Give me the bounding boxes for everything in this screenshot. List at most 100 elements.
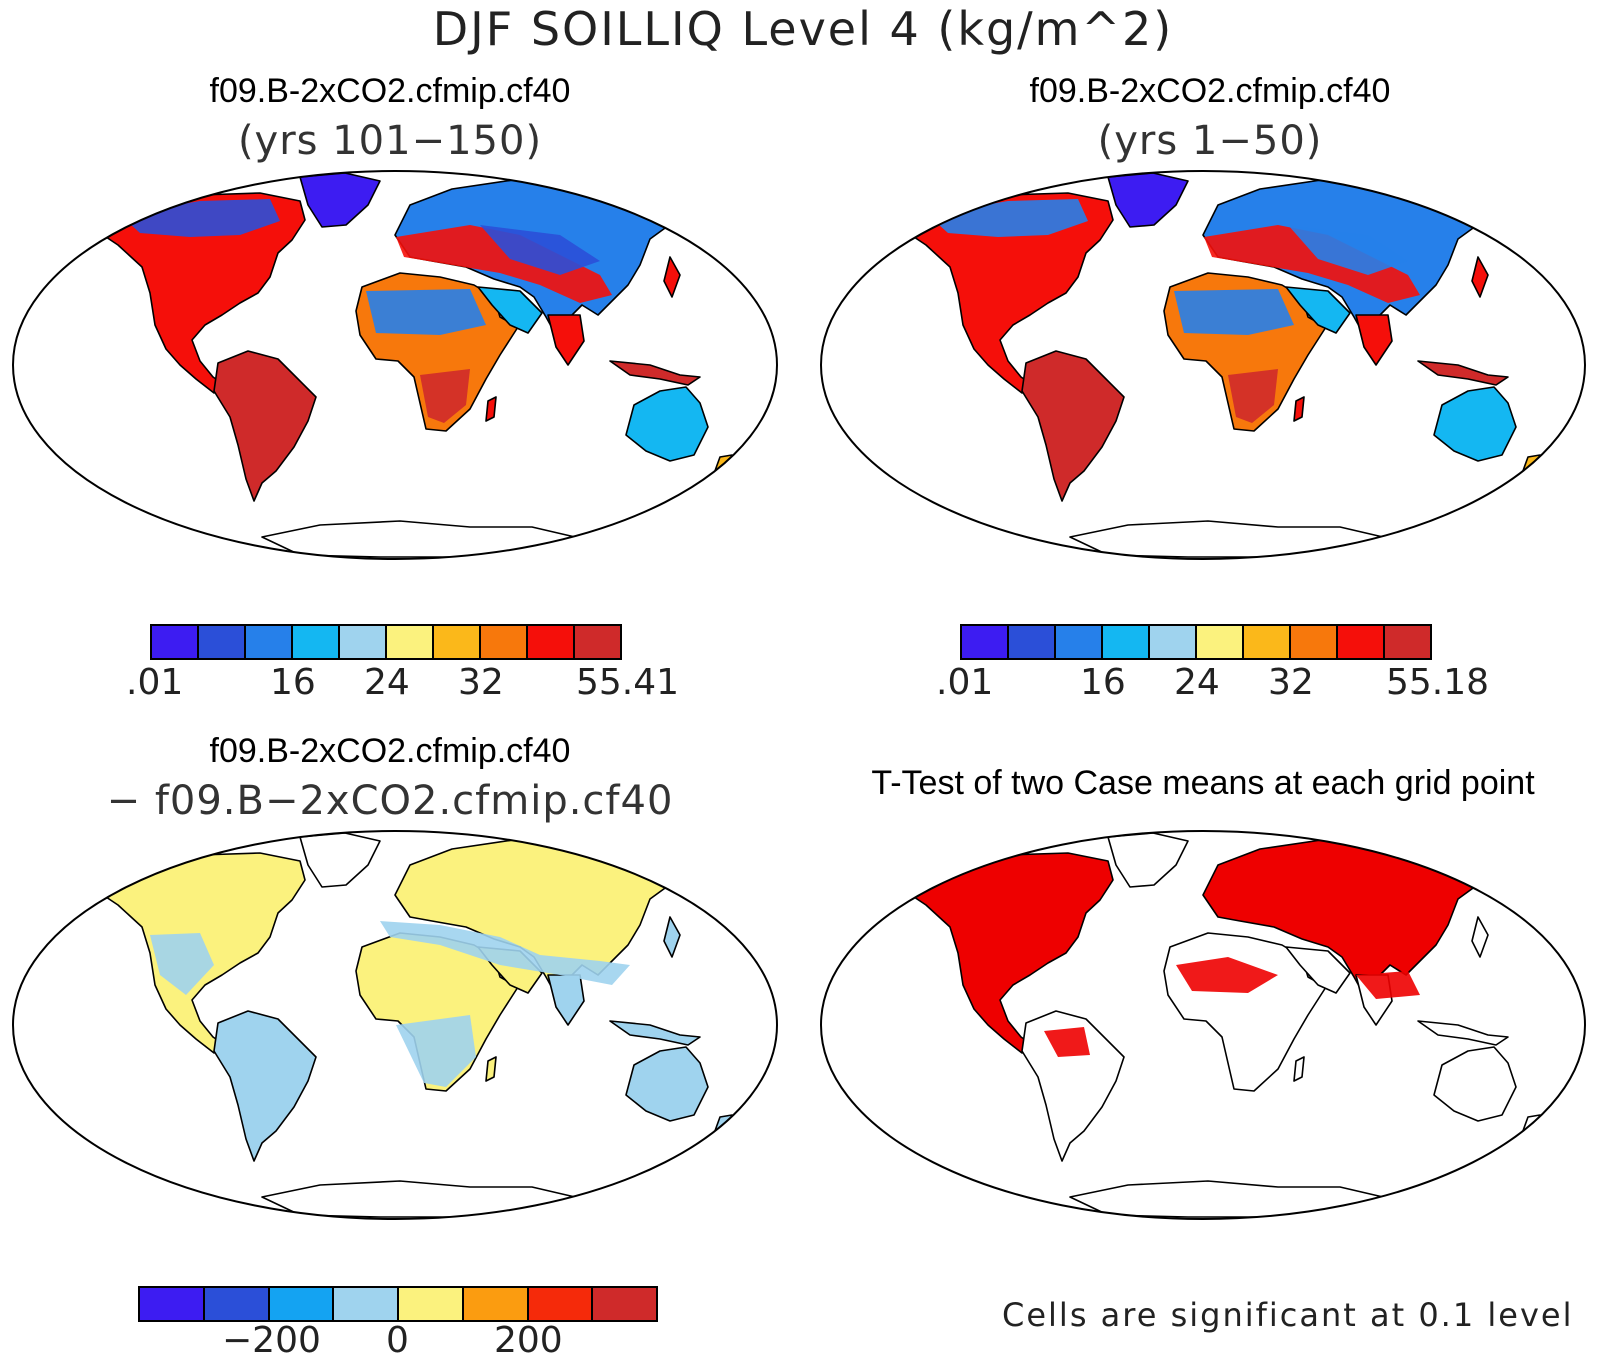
landmass-se-asia (609, 360, 701, 386)
colorbar-swatch (204, 1288, 270, 1320)
landmass-india (547, 314, 585, 366)
landmass-arabia (477, 286, 543, 334)
field-region-eurasia-blue (380, 921, 630, 985)
field-region-sahara-blue (1174, 289, 1294, 335)
landmass-australia (1433, 386, 1517, 462)
landmass-greenland (299, 172, 381, 228)
colorbar-tick: 24 (1174, 662, 1220, 703)
landmass-arabia (1285, 286, 1351, 334)
colorbar-swatch (1338, 626, 1385, 658)
field-region-na-blue (150, 933, 214, 995)
colorbar-swatch (1291, 626, 1338, 658)
field-region-europe-band (396, 225, 612, 303)
panel-title-bottom-right: T-Test of two Case means at each grid po… (871, 764, 1535, 802)
colorbar-tick: .01 (936, 662, 994, 703)
colorbar-swatch (152, 626, 199, 658)
colorbar-top-left (150, 624, 622, 660)
colorbar-swatch (1009, 626, 1056, 658)
landmass-se-asia (1417, 1020, 1509, 1046)
landmass-south-america (213, 350, 317, 502)
map-top-right (820, 170, 1586, 560)
landmass-south-america (1021, 350, 1125, 502)
landmass-japan (663, 256, 681, 298)
map-border (820, 830, 1586, 1220)
colorbar-tick: 16 (1080, 662, 1126, 703)
panel-subtitle-bottom-left: − f09.B−2xCO2.cfmip.cf40 (106, 778, 674, 824)
colorbar-swatch (246, 626, 293, 658)
landmass-antarctica (1069, 520, 1411, 558)
colorbar-swatch (528, 626, 575, 658)
landmass-madagascar (485, 396, 497, 422)
landmass-arabia (1285, 946, 1351, 994)
landmass-antarctica (261, 520, 603, 558)
colorbar-tick: −200 (222, 1320, 321, 1361)
colorbar-swatch (1197, 626, 1244, 658)
map-border (12, 170, 778, 560)
panel-title-top-right: f09.B-2xCO2.cfmip.cf40 (1029, 72, 1391, 110)
landmass-se-asia (609, 1020, 701, 1046)
landmass-south-america (1021, 1010, 1125, 1162)
colorbar-swatch (293, 626, 340, 658)
colorbar-tick: 24 (364, 662, 410, 703)
colorbar-swatch (1244, 626, 1291, 658)
colorbar-top-right (960, 624, 1432, 660)
colorbar-swatch (1056, 626, 1103, 658)
field-region-sahara-red (1176, 957, 1278, 993)
panel-title-top-left: f09.B-2xCO2.cfmip.cf40 (209, 72, 571, 110)
landmass-japan (663, 916, 681, 958)
colorbar-swatch (593, 1288, 656, 1320)
landmass-japan (1471, 916, 1489, 958)
landmass-australia (625, 1046, 709, 1122)
landmass-north-america (905, 192, 1114, 394)
colorbar-swatch (199, 626, 246, 658)
colorbar-tick: 32 (458, 662, 504, 703)
map-top-left (12, 170, 778, 560)
map-bottom-left (12, 830, 778, 1220)
colorbar-swatch (481, 626, 528, 658)
landmass-greenland (1107, 832, 1189, 888)
panel-title-bottom-left: f09.B-2xCO2.cfmip.cf40 (209, 732, 571, 770)
colorbar-tick: 32 (1268, 662, 1314, 703)
panel-subtitle-top-right: (yrs 1−50) (1097, 118, 1323, 164)
colorbar-swatch (528, 1288, 594, 1320)
colorbar-tick: 16 (270, 662, 316, 703)
significance-note: Cells are significant at 0.1 level (1002, 1296, 1574, 1334)
colorbar-swatch (399, 1288, 464, 1320)
field-region-southern-africa (420, 369, 470, 423)
landmass-greenland (299, 832, 381, 888)
colorbar-tick: 200 (494, 1320, 563, 1361)
field-region-india-red (1356, 971, 1420, 999)
landmass-india (547, 974, 585, 1026)
colorbar-bottom-left (138, 1286, 658, 1322)
panel-subtitle-top-left: (yrs 101−150) (237, 118, 543, 164)
landmass-antarctica (1069, 1180, 1411, 1218)
landmass-greenland (1107, 172, 1189, 228)
colorbar-tick: .01 (126, 662, 184, 703)
landmass-australia (625, 386, 709, 462)
field-region-europe-band (1204, 225, 1420, 303)
landmass-antarctica (261, 1180, 603, 1218)
colorbar-swatch (140, 1288, 205, 1320)
colorbar-swatch (575, 626, 620, 658)
landmass-india (1355, 314, 1393, 366)
field-region-sahara-blue (366, 289, 486, 335)
landmass-madagascar (1293, 396, 1305, 422)
colorbar-swatch (463, 1288, 529, 1320)
field-region-siberia-blue (480, 225, 600, 275)
colorbar-swatch (962, 626, 1009, 658)
landmass-australia (1433, 1046, 1517, 1122)
colorbar-swatch (1385, 626, 1430, 658)
figure-title: DJF SOILLIQ Level 4 (kg/m^2) (432, 2, 1174, 56)
landmass-north-america (905, 852, 1114, 1054)
colorbar-swatch (334, 1288, 399, 1320)
landmass-north-america (97, 192, 306, 394)
field-region-amazon-red (1044, 1027, 1090, 1057)
colorbar-swatch (387, 626, 434, 658)
landmass-madagascar (485, 1056, 497, 1082)
map-border (12, 830, 778, 1220)
landmass-madagascar (1293, 1056, 1305, 1082)
landmass-se-asia (1417, 360, 1509, 386)
colorbar-swatch (1150, 626, 1197, 658)
map-bottom-right (820, 830, 1586, 1220)
landmass-south-america (213, 1010, 317, 1162)
